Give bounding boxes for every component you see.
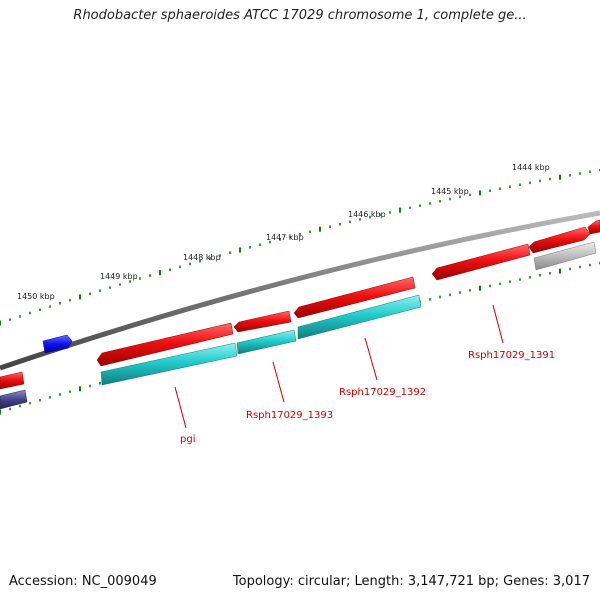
- gene-rsph17029-1391[interactable]: [431, 243, 531, 281]
- kbp-label-1444: 1444 kbp: [512, 163, 550, 172]
- kbp-label-1445: 1445 kbp: [431, 187, 469, 196]
- leader-line-pgi: [174, 386, 187, 429]
- cds-rsph17029-1392[interactable]: [297, 294, 422, 340]
- feature-navy[interactable]: [0, 389, 28, 410]
- kbp-label-1448: 1448 kbp: [183, 253, 221, 262]
- gene-feature-1392-red[interactable]: [293, 276, 416, 319]
- feature-gray[interactable]: [533, 241, 597, 271]
- gene-feature-1393-red[interactable]: [233, 310, 292, 333]
- gene-label-rsph17029-1393[interactable]: Rsph17029_1393: [246, 410, 333, 421]
- leader-line-1391: [492, 304, 504, 344]
- chromosome-backbone: [0, 210, 600, 371]
- gene-feature-far-right[interactable]: [587, 219, 600, 235]
- cds-pgi[interactable]: [100, 342, 238, 386]
- kbp-label-1447: 1447 kbp: [266, 233, 304, 242]
- gene-feature-right[interactable]: [528, 226, 591, 254]
- gene-label-rsph17029-1392[interactable]: Rsph17029_1392: [339, 387, 426, 398]
- gene-pgi-red[interactable]: [96, 322, 234, 367]
- genome-summary-text: Topology: circular; Length: 3,147,721 bp…: [232, 574, 590, 589]
- accession-text: Accession: NC_009049: [9, 574, 157, 589]
- map-title: Rhodobacter sphaeroides ATCC 17029 chrom…: [73, 8, 527, 23]
- gene-feature-left-red[interactable]: [0, 371, 25, 390]
- kbp-label-1449: 1449 kbp: [100, 272, 138, 281]
- gene-label-rsph17029-1391[interactable]: Rsph17029_1391: [468, 350, 555, 361]
- cds-rsph17029-1393[interactable]: [236, 329, 297, 355]
- leader-line-1393: [272, 361, 285, 403]
- kbp-label-1450: 1450 kbp: [17, 292, 55, 301]
- feature-blue[interactable]: [42, 334, 73, 354]
- gene-label-pgi[interactable]: pgi: [180, 434, 195, 445]
- leader-line-1392: [364, 337, 378, 381]
- tick-ring-outer: [0, 168, 600, 326]
- kbp-label-1446: 1446 kbp: [348, 210, 386, 219]
